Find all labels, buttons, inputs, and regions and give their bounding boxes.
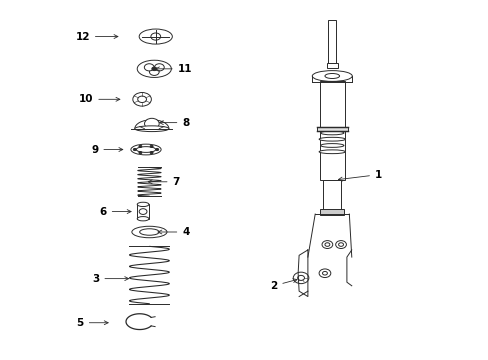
Ellipse shape [312, 71, 351, 81]
Circle shape [133, 148, 136, 150]
Ellipse shape [144, 118, 159, 129]
Text: 10: 10 [79, 94, 120, 104]
Circle shape [152, 67, 157, 71]
Text: 5: 5 [77, 318, 108, 328]
Text: 9: 9 [91, 144, 122, 154]
Bar [323, 180, 340, 214]
Text: 7: 7 [148, 177, 180, 187]
Circle shape [335, 240, 346, 248]
Bar [137, 204, 149, 219]
Circle shape [139, 152, 142, 154]
Ellipse shape [135, 126, 168, 132]
Circle shape [325, 243, 329, 246]
Ellipse shape [137, 202, 149, 207]
Ellipse shape [139, 29, 172, 44]
Circle shape [338, 243, 343, 246]
Circle shape [293, 272, 308, 284]
Circle shape [138, 96, 146, 103]
Ellipse shape [131, 144, 161, 155]
Ellipse shape [320, 131, 343, 135]
Bar [316, 127, 347, 131]
Ellipse shape [132, 226, 166, 238]
Circle shape [156, 148, 158, 150]
Text: 3: 3 [92, 274, 128, 284]
Text: 11: 11 [155, 64, 192, 74]
Circle shape [139, 145, 142, 148]
Text: 12: 12 [75, 32, 118, 41]
Circle shape [322, 240, 332, 248]
Ellipse shape [320, 144, 343, 147]
Text: 4: 4 [158, 227, 189, 237]
Text: 6: 6 [99, 207, 131, 217]
Circle shape [151, 33, 160, 40]
Ellipse shape [137, 60, 171, 77]
Ellipse shape [325, 73, 339, 78]
Circle shape [150, 152, 153, 154]
Bar [320, 209, 344, 215]
Ellipse shape [319, 150, 345, 154]
Circle shape [144, 64, 154, 71]
Bar [319, 81, 344, 180]
Circle shape [149, 68, 159, 76]
Bar [326, 63, 337, 68]
Circle shape [150, 145, 153, 148]
Circle shape [154, 64, 164, 71]
Ellipse shape [319, 137, 345, 141]
Circle shape [319, 269, 330, 278]
Circle shape [322, 271, 327, 275]
Circle shape [297, 275, 304, 280]
Ellipse shape [136, 147, 156, 152]
Text: 8: 8 [159, 118, 189, 128]
Text: 1: 1 [338, 170, 382, 181]
Circle shape [133, 93, 151, 106]
Circle shape [139, 209, 147, 215]
Ellipse shape [137, 217, 149, 221]
Bar [328, 21, 335, 63]
Text: 2: 2 [269, 279, 296, 291]
Ellipse shape [140, 229, 159, 235]
